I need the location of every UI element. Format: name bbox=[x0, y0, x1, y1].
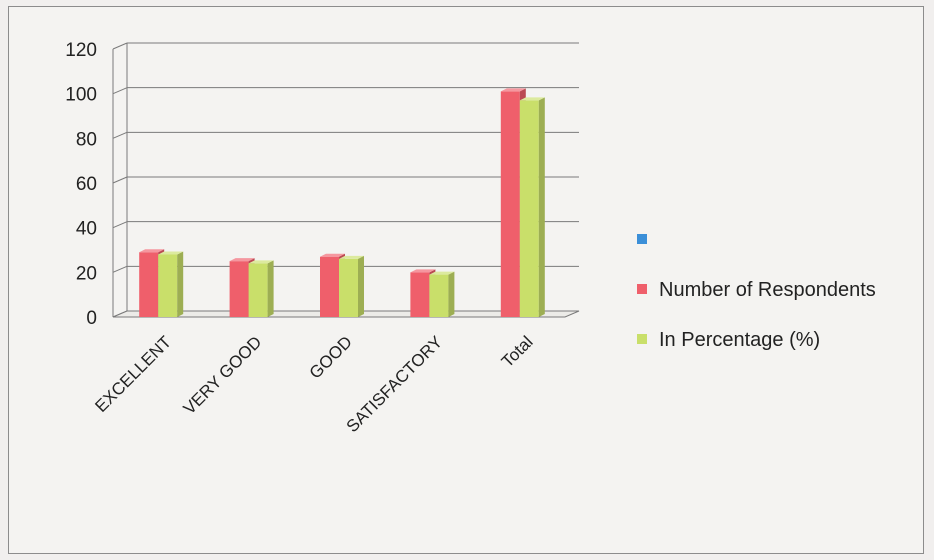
bar-very-good-s0-top bbox=[229, 258, 255, 262]
bar-very-good-s1-side bbox=[267, 260, 274, 317]
bar-very-good-s1-top bbox=[248, 260, 274, 264]
side-gridline-40 bbox=[112, 221, 128, 229]
side-gridline-20 bbox=[112, 265, 128, 273]
y-tick-label-80: 80 bbox=[76, 129, 97, 150]
y-tick-label-20: 20 bbox=[76, 263, 97, 284]
bar-total-s1 bbox=[519, 100, 539, 317]
x-category-label: SATISFACTORY bbox=[343, 332, 447, 436]
side-gridline-100 bbox=[112, 87, 128, 95]
bar-good-s0-top bbox=[320, 253, 345, 257]
bar-total-s0-top bbox=[500, 88, 526, 92]
y-tick-label-40: 40 bbox=[76, 219, 97, 240]
bar-excellent-s1 bbox=[158, 254, 178, 317]
bar-good-s1-top bbox=[339, 255, 364, 259]
legend-swatch-0 bbox=[637, 234, 647, 244]
bar-total-s1-side bbox=[538, 97, 545, 317]
chart-frame: 0 20 40 60 80 100 120 EXCELLENT VERY GOOD GOOD SAT… bbox=[8, 6, 924, 554]
y-tick-label-60: 60 bbox=[76, 174, 97, 195]
x-category-label: Total bbox=[498, 332, 537, 371]
y-tick-label-100: 100 bbox=[65, 85, 97, 106]
bar-satisfactory-s1 bbox=[429, 274, 449, 317]
y-tick-label-120: 120 bbox=[65, 40, 97, 61]
bar-total-s1-top bbox=[519, 97, 545, 101]
x-category-label: GOOD bbox=[306, 332, 356, 382]
bar-excellent-s1-top bbox=[158, 251, 184, 255]
legend-label-2: In Percentage (%) bbox=[659, 329, 820, 351]
bar-satisfactory-s0 bbox=[410, 272, 430, 317]
bar-satisfactory-s1-top bbox=[429, 271, 455, 275]
bar-total-s0 bbox=[500, 91, 520, 317]
bar-good-s1-side bbox=[358, 255, 364, 317]
legend-swatch-1 bbox=[637, 284, 647, 294]
bar-chart: 0 20 40 60 80 100 120 EXCELLENT VERY GOOD GOODSAT… bbox=[65, 40, 876, 436]
bar-very-good-s1 bbox=[248, 263, 268, 317]
side-gridline-120 bbox=[112, 42, 128, 50]
side-gridline-60 bbox=[112, 176, 128, 184]
bar-good-s0 bbox=[320, 256, 339, 317]
side-gridline-80 bbox=[112, 131, 128, 139]
bar-excellent-s1-side bbox=[177, 251, 184, 317]
x-category-label: VERY GOOD bbox=[180, 332, 266, 418]
bar-excellent-s0 bbox=[139, 252, 159, 317]
bar-excellent-s0-top bbox=[139, 249, 165, 253]
bar-satisfactory-s1-side bbox=[448, 271, 455, 317]
bar-very-good-s0 bbox=[229, 261, 249, 317]
legend-label-1: Number of Respondents bbox=[659, 279, 876, 301]
bar-satisfactory-s0-top bbox=[410, 269, 436, 273]
x-category-label: EXCELLENT bbox=[91, 332, 175, 416]
bar-good-s1 bbox=[339, 258, 358, 317]
y-tick-label-0: 0 bbox=[86, 308, 97, 329]
legend-swatch-2 bbox=[637, 334, 647, 344]
